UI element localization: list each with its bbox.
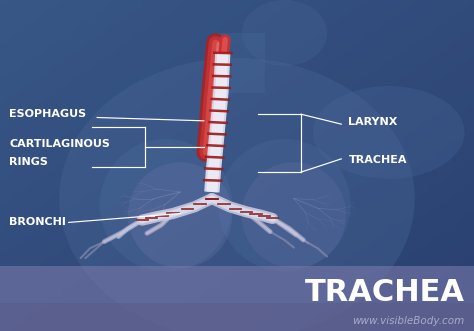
Ellipse shape <box>313 86 465 179</box>
Bar <box>218 33 265 93</box>
Ellipse shape <box>242 0 327 66</box>
Bar <box>0 266 474 331</box>
Text: BRONCHI: BRONCHI <box>9 217 66 227</box>
Text: CARTILAGINOUS: CARTILAGINOUS <box>9 139 110 149</box>
Text: ESOPHAGUS: ESOPHAGUS <box>9 109 87 119</box>
Ellipse shape <box>59 58 415 331</box>
Bar <box>0 303 474 331</box>
Text: LARYNX: LARYNX <box>348 118 398 127</box>
Ellipse shape <box>128 162 232 268</box>
Text: TRACHEA: TRACHEA <box>304 278 465 307</box>
Text: RINGS: RINGS <box>9 157 48 167</box>
Text: TRACHEA: TRACHEA <box>348 155 407 165</box>
Ellipse shape <box>218 139 351 271</box>
Ellipse shape <box>242 162 346 268</box>
Ellipse shape <box>100 139 232 271</box>
Text: www.visibleBody.com: www.visibleBody.com <box>352 316 465 326</box>
